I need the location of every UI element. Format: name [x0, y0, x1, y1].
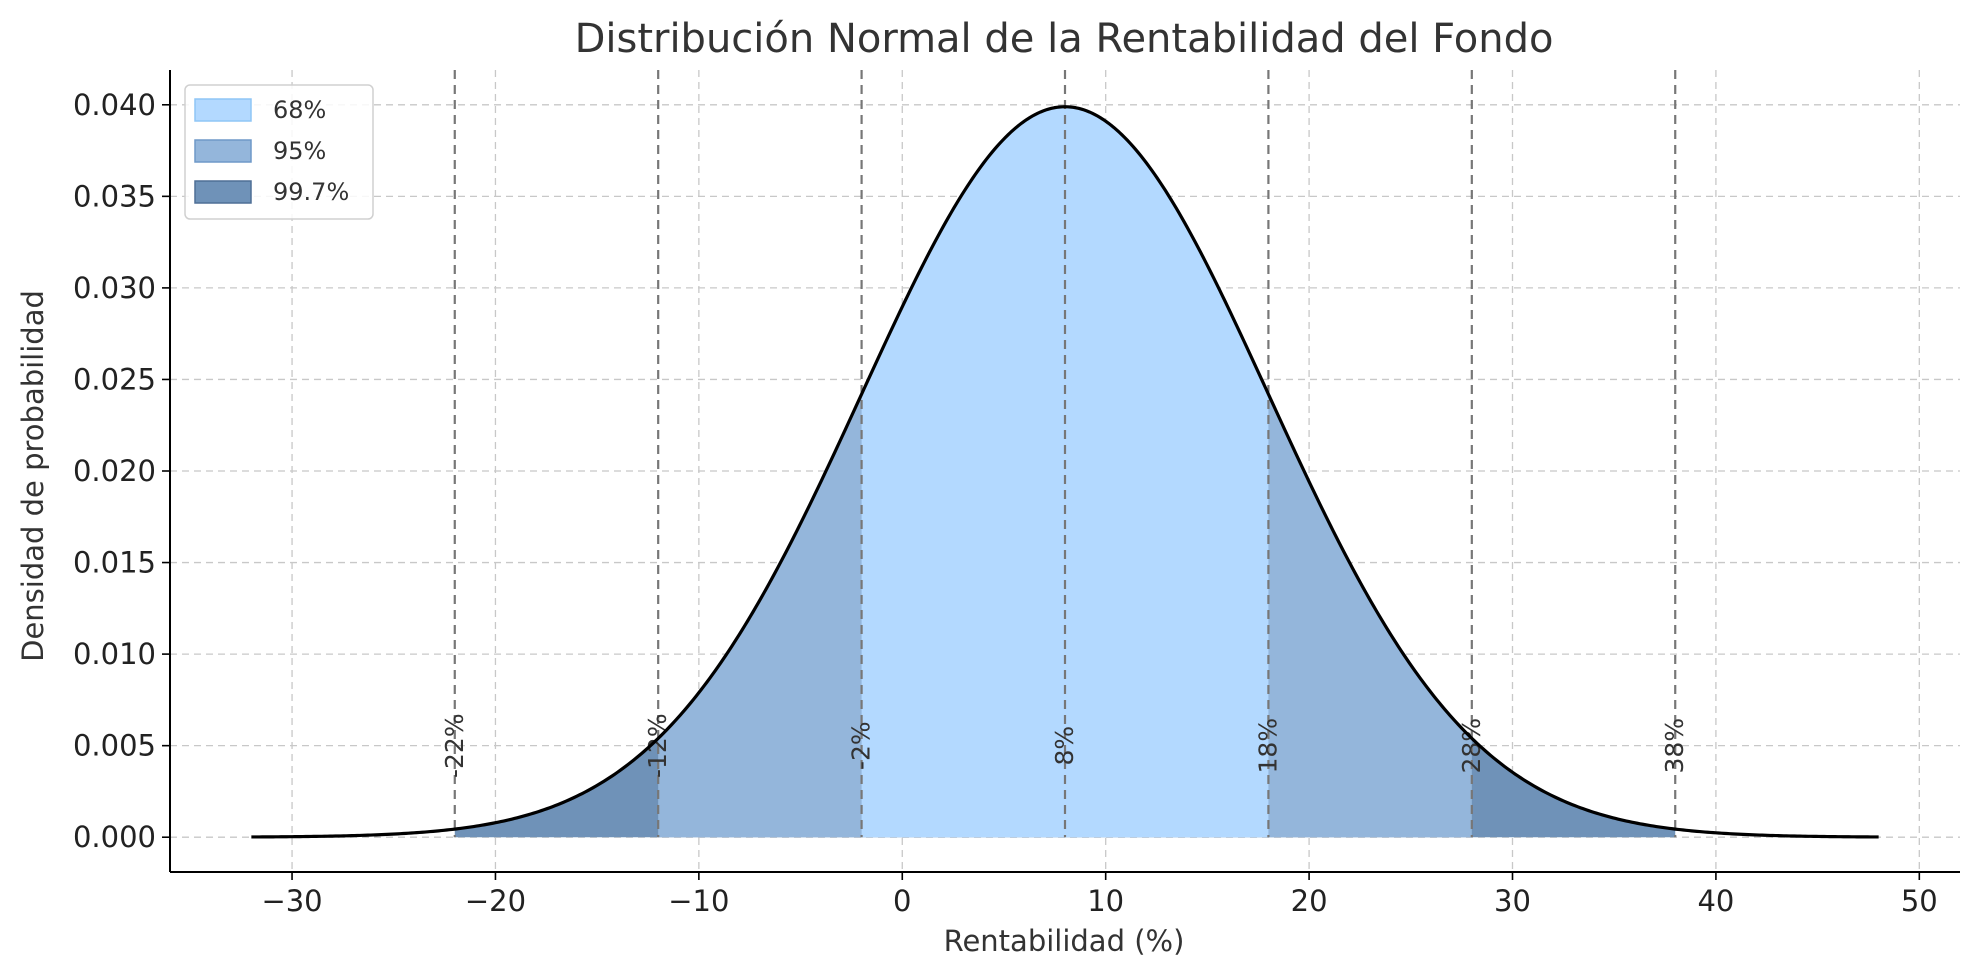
sigma-label: 38%: [1660, 718, 1689, 774]
y-tick-label: 0.035: [73, 179, 156, 213]
sigma-label: 18%: [1253, 718, 1282, 774]
y-tick-label: 0.005: [73, 729, 156, 763]
y-tick-label: 0.010: [73, 637, 156, 671]
y-tick-label: 0.015: [73, 546, 156, 580]
x-tick-label: −20: [465, 884, 526, 918]
x-tick-label: 30: [1494, 884, 1531, 918]
x-tick-label: −30: [261, 884, 322, 918]
y-tick-label: 0.020: [73, 454, 156, 488]
legend-swatch: [194, 180, 252, 204]
chart-title: Distribución Normal de la Rentabilidad d…: [575, 16, 1554, 62]
legend-swatch: [194, 139, 252, 163]
sigma-label: -22%: [440, 713, 469, 778]
normal-curve: [251, 105, 1879, 839]
x-tick-label: 40: [1697, 884, 1734, 918]
legend-label: 68%: [273, 96, 326, 124]
y-axis-label: Densidad de probabilidad: [16, 290, 50, 662]
y-ticks: 0.000 0.005 0.010 0.015 0.020 0.025 0.030 0.035…: [73, 88, 170, 854]
y-tick-label: 0.025: [73, 362, 156, 396]
x-tick-label: 10: [1087, 884, 1124, 918]
legend: 68% 95% 99.7%: [184, 84, 374, 220]
band-area-68pct: [861, 106, 1269, 838]
y-tick-label: 0.030: [73, 271, 156, 305]
sigma-label: 8%: [1050, 726, 1079, 766]
sigma-label: -2%: [847, 721, 876, 770]
legend-swatch: [194, 98, 252, 122]
legend-label: 99.7%: [273, 178, 349, 206]
x-tick-label: 0: [893, 884, 911, 918]
y-tick-label: 0.000: [73, 820, 156, 854]
x-tick-label: −10: [668, 884, 729, 918]
x-ticks: −30 −20 −10 0 10 20 30 40 50: [261, 872, 1938, 918]
sigma-lines: -22% -12% -2% 8% 18% 28% 38%: [440, 70, 1689, 838]
x-tick-label: 20: [1291, 884, 1328, 918]
bands: [454, 106, 1676, 838]
x-axis-label: Rentabilidad (%): [944, 924, 1185, 958]
sigma-label: -12%: [643, 713, 672, 778]
y-tick-label: 0.040: [73, 88, 156, 122]
legend-label: 95%: [273, 137, 326, 165]
curve-layer: [251, 105, 1879, 839]
x-tick-label: 50: [1901, 884, 1938, 918]
